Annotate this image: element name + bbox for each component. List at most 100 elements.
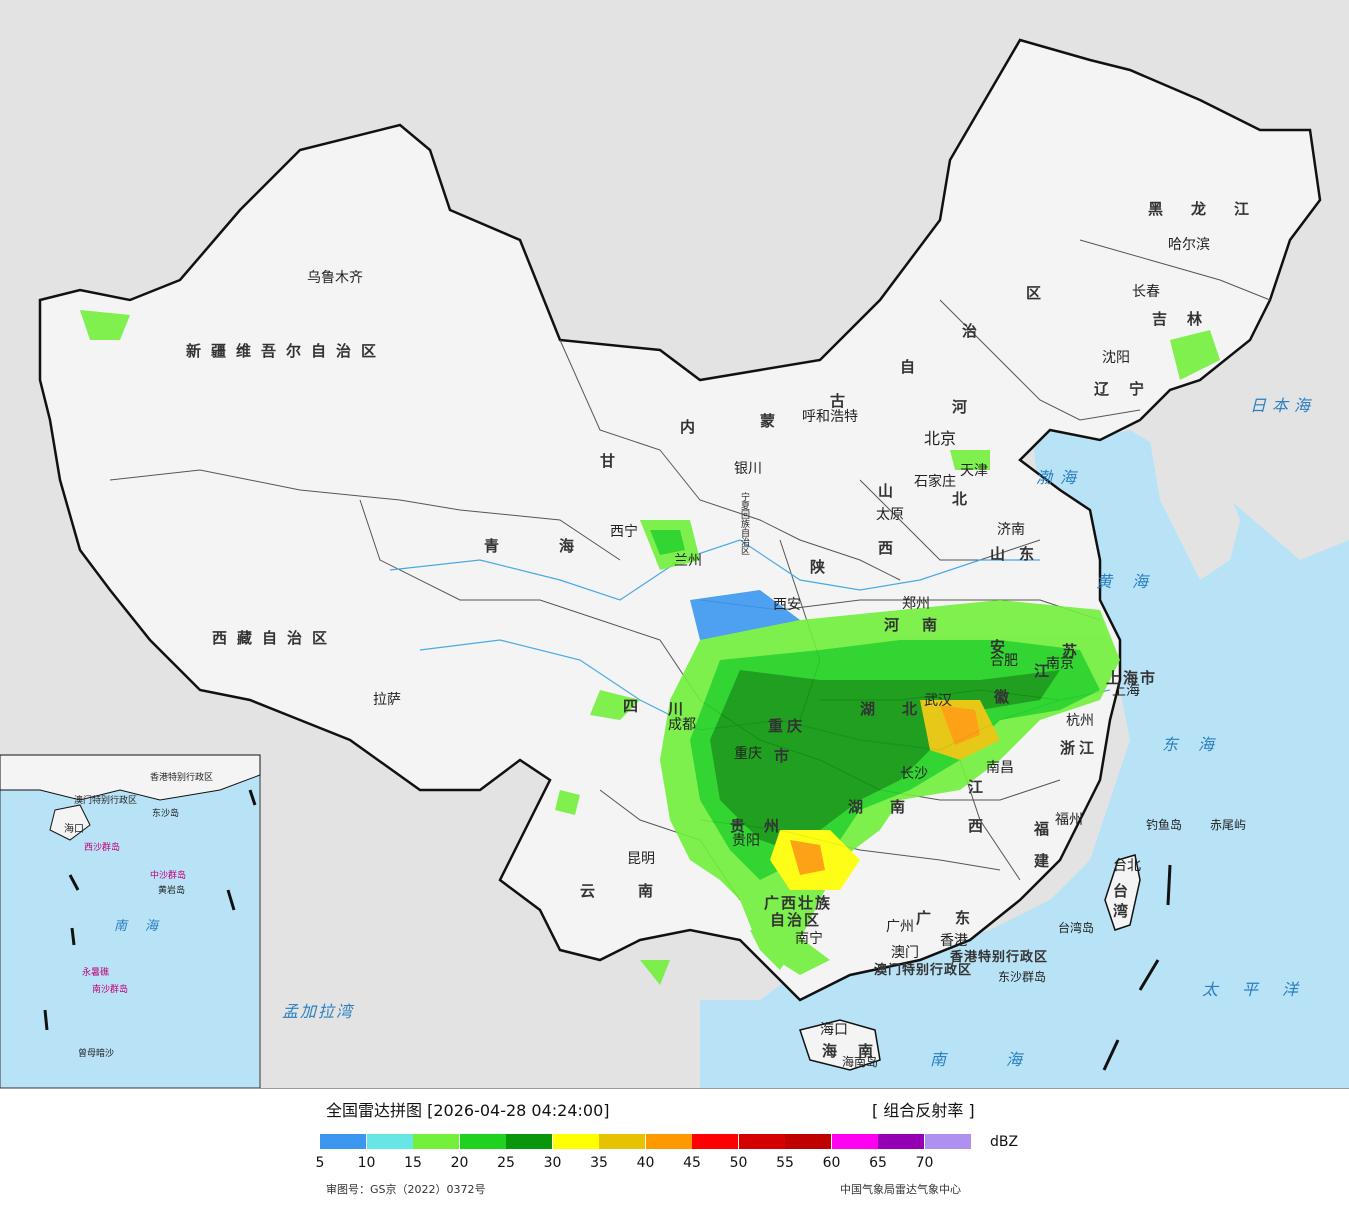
city-nanchang: 南昌 xyxy=(986,760,1014,776)
city-wuhan: 武汉 xyxy=(924,693,952,709)
city-hohhot: 呼和浩特 xyxy=(802,409,858,425)
city-hongkong: 香港 xyxy=(940,933,968,949)
label-jiang-su-1: 江 xyxy=(1034,662,1066,680)
inset-huangyan: 黄岩岛 xyxy=(158,886,186,896)
legend-swatch xyxy=(645,1134,692,1149)
inset-nansha: 南沙群岛 xyxy=(92,985,129,995)
inset-hk: 香港特别行政区 xyxy=(150,773,214,783)
legend-swatch xyxy=(459,1134,506,1149)
label-he-bei-1: 河 xyxy=(952,398,984,416)
legend-tick-label: 50 xyxy=(729,1155,748,1171)
label-hu-nan-1: 湖 xyxy=(848,798,880,816)
south-sea-inset xyxy=(0,754,261,1088)
label-macao: 澳门特别行政区 xyxy=(874,963,973,978)
legend-tick-label: 25 xyxy=(497,1155,515,1171)
label-hui: 徽 xyxy=(994,688,1026,706)
hainan-island xyxy=(799,1019,881,1071)
label-nan-4: 南 xyxy=(858,1042,890,1060)
city-chengdu: 成都 xyxy=(668,717,696,733)
label-nan-3: 南 xyxy=(638,882,670,900)
city-fuzhou: 福州 xyxy=(1055,812,1083,828)
city-macao: 澳门 xyxy=(891,945,919,961)
legend-swatch xyxy=(599,1134,645,1149)
city-shenyang: 沈阳 xyxy=(1102,350,1130,366)
legend-swatch xyxy=(831,1134,878,1149)
label-gan: 甘 xyxy=(600,452,632,470)
legend-swatch xyxy=(924,1134,971,1149)
city-hefei: 合肥 xyxy=(990,653,1018,669)
label-si: 四 xyxy=(623,697,655,715)
legend-swatch xyxy=(552,1134,599,1149)
label-heilongjiang: 黑龙江 xyxy=(1148,200,1278,218)
inset-zengmu: 曾母暗沙 xyxy=(78,1049,115,1059)
inset-zhongsha: 中沙群岛 xyxy=(150,871,187,881)
label-hongkong: 香港特别行政区 xyxy=(950,950,1049,965)
label-bei-2: 北 xyxy=(902,700,934,718)
label-zhi: 治 xyxy=(962,322,994,340)
sea-japan: 日本海 xyxy=(1250,396,1317,415)
legend-tick-label: 60 xyxy=(822,1155,841,1171)
label-guangxi: 广西壮族 xyxy=(764,894,833,912)
label-dong: 东 xyxy=(955,909,987,927)
sea-bengal: 孟加拉湾 xyxy=(282,1002,355,1021)
label-qu: 区 xyxy=(1026,284,1058,302)
legend-tick-label: 20 xyxy=(450,1155,469,1171)
label-zhejiang: 浙江 xyxy=(1060,739,1099,757)
legend-swatch xyxy=(506,1134,552,1149)
legend-swatch xyxy=(366,1134,413,1149)
label-bei: 北 xyxy=(952,490,984,508)
island-dongsha: 东沙群岛 xyxy=(998,970,1047,984)
sea-pacific: 太平洋 xyxy=(1202,980,1323,999)
legend-tick-label: 5 xyxy=(315,1155,325,1171)
city-yinchuan: 银川 xyxy=(734,461,762,477)
label-he-nan-1: 河 xyxy=(884,616,916,634)
city-guangzhou: 广州 xyxy=(886,919,914,935)
sea-yellow: 黄海 xyxy=(1096,572,1169,591)
city-lanzhou: 兰州 xyxy=(674,553,702,569)
label-jian: 建 xyxy=(1034,852,1066,870)
legend-title: 全国雷达拼图 [2026-04-28 04:24:00] xyxy=(326,1101,610,1120)
legend-swatch xyxy=(878,1134,924,1149)
label-shanghai: 上海市 xyxy=(1106,669,1158,687)
legend-tick-label: 70 xyxy=(915,1155,934,1171)
legend-swatch xyxy=(320,1134,366,1149)
label-liaoning: 辽宁 xyxy=(1094,380,1165,398)
nine-dash-line xyxy=(43,789,1172,1071)
city-lhasa: 拉萨 xyxy=(373,692,401,708)
inset-land xyxy=(0,754,261,801)
label-gu: 古 xyxy=(830,392,862,410)
label-xi: 西 xyxy=(878,539,910,557)
city-shanghai: 上海 xyxy=(1112,683,1140,699)
legend-tick-label: 15 xyxy=(404,1155,422,1171)
sea-bohai: 渤海 xyxy=(1036,468,1085,487)
city-harbin: 哈尔滨 xyxy=(1168,237,1210,253)
legend-unit: dBZ xyxy=(990,1134,1019,1150)
label-meng: 蒙 xyxy=(760,412,792,430)
label-xi-2: 西 xyxy=(968,817,1000,835)
city-xining: 西宁 xyxy=(610,524,638,540)
inset-nanhai: 南海 xyxy=(114,919,177,934)
island-diaoyu: 钓鱼岛 xyxy=(1146,818,1183,832)
sea-area xyxy=(700,420,1349,1088)
label-shi: 市 xyxy=(774,747,806,765)
city-xian: 西安 xyxy=(773,597,801,613)
label-hai: 海 xyxy=(822,1042,854,1060)
legend-panel: 全国雷达拼图 [2026-04-28 04:24:00] [ 组合反射率 ] 5… xyxy=(0,1088,1349,1209)
city-shijiazhuang: 石家庄 xyxy=(914,474,956,490)
approval-number: 审图号：GS京（2022）0372号 xyxy=(326,1183,486,1196)
label-fu: 福 xyxy=(1034,820,1066,838)
legend-tick-label: 45 xyxy=(683,1155,701,1171)
product-type: [ 组合反射率 ] xyxy=(872,1101,975,1120)
legend-swatch xyxy=(413,1134,459,1149)
label-gui: 贵 xyxy=(730,817,762,835)
legend-tick-label: 40 xyxy=(636,1155,655,1171)
legend-tick-label: 65 xyxy=(869,1155,887,1171)
label-xinjiang: 新疆维吾尔自治区 xyxy=(186,342,387,360)
city-taiyuan: 太原 xyxy=(876,507,904,523)
label-yun: 云 xyxy=(580,882,612,900)
agency-name: 中国气象局雷达气象中心 xyxy=(840,1183,961,1196)
label-shan: 山 xyxy=(878,482,910,500)
inset-hainan xyxy=(49,804,91,841)
city-nanning: 南宁 xyxy=(795,931,823,947)
taiwan-island xyxy=(1104,854,1141,931)
